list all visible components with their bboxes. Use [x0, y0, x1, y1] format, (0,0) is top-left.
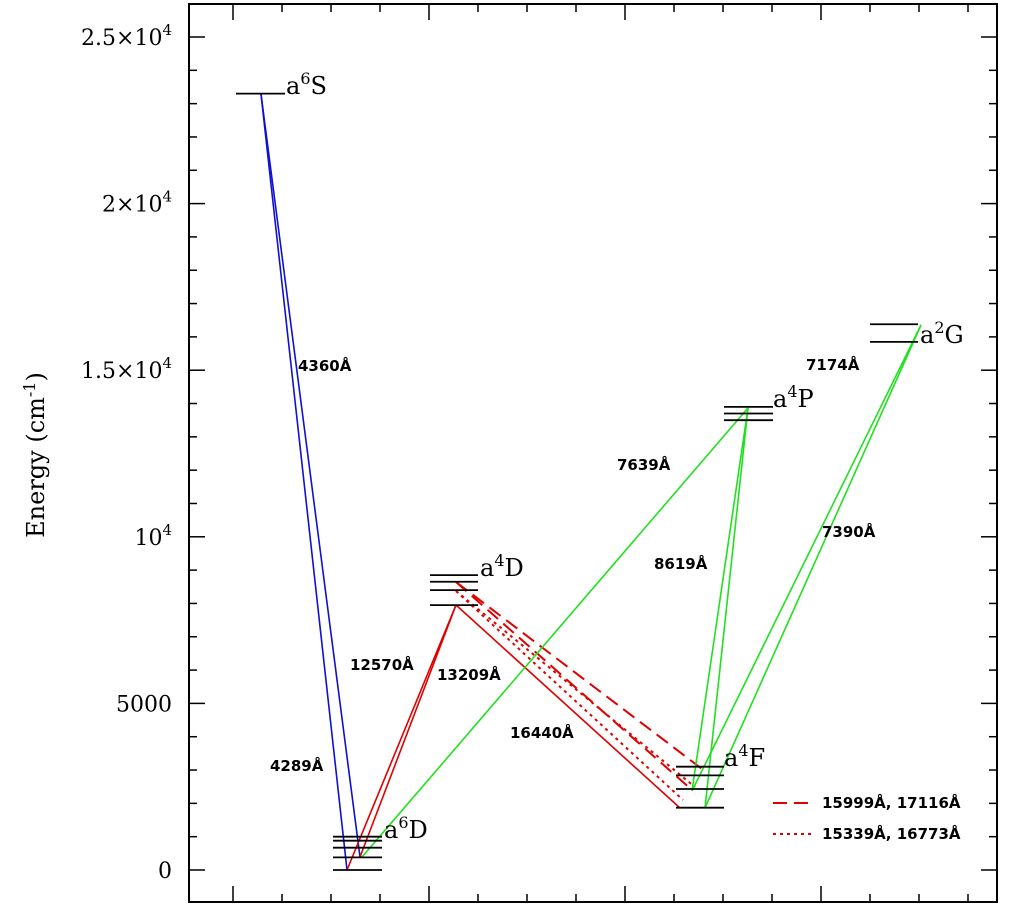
level-label-a4D: a4D	[480, 551, 524, 582]
y-axis-label-main: Energy (cm	[22, 397, 50, 538]
legend: 15999Å, 17116Å 15339Å, 16773Å	[773, 793, 961, 843]
y-tick-label-exp: 4	[162, 521, 172, 539]
transition-16773	[455, 590, 684, 801]
wl-label-16440: 16440Å	[510, 723, 574, 742]
y-tick-label-base: 0	[158, 859, 172, 884]
plot-frame	[188, 3, 998, 903]
transition-4289	[260, 93, 361, 858]
level-label-a6D: a6D	[384, 813, 428, 844]
transition-17116	[455, 581, 693, 791]
transition-13209	[359, 604, 457, 858]
transition-lines	[260, 93, 922, 871]
level-labels: a6S a6D a4D a4F a4P a2G	[286, 69, 964, 844]
y-tick-label: 2.5×104	[81, 21, 172, 51]
transition-15999	[455, 581, 707, 773]
wl-label-4289: 4289Å	[270, 756, 324, 775]
y-tick-label-base: 10	[134, 526, 162, 551]
transition-8619	[691, 407, 749, 792]
transition-7639	[361, 407, 749, 858]
wl-label-4360: 4360Å	[298, 356, 352, 375]
energy-levels	[236, 92, 918, 871]
transition-16440	[455, 604, 681, 809]
y-tick-label: 1.5×104	[81, 354, 172, 384]
transition-7174	[691, 324, 922, 792]
y-tick-label-exp: 4	[162, 188, 172, 206]
y-axis-label-close: )	[22, 372, 50, 381]
transition-8619b	[704, 407, 749, 809]
y-tick-label-base: 2×10	[102, 193, 162, 218]
transition-4360	[260, 93, 348, 871]
transition-12570	[346, 604, 457, 871]
wl-label-13209: 13209Å	[437, 665, 501, 684]
wl-label-12570: 12570Å	[350, 655, 414, 674]
transition-15339	[455, 590, 696, 788]
wl-label-8619: 8619Å	[654, 554, 708, 573]
y-tick-label-base: 2.5×10	[81, 26, 162, 51]
level-label-a4P: a4P	[773, 382, 814, 413]
y-tick-label-exp: 4	[162, 354, 172, 372]
x-axis-ticks	[232, 4, 969, 902]
transition-7390	[704, 324, 922, 809]
y-tick-label-base: 5000	[116, 692, 172, 717]
wl-label-7390: 7390Å	[822, 522, 876, 541]
y-axis-label: Energy (cm-1)	[20, 372, 50, 538]
level-label-a4F: a4F	[724, 741, 765, 772]
y-tick-label: 2×104	[102, 188, 172, 218]
wl-label-7174: 7174Å	[806, 355, 860, 374]
y-tick-label-exp: 4	[162, 21, 172, 39]
legend-dashed-label: 15999Å, 17116Å	[822, 793, 961, 812]
wl-label-7639: 7639Å	[617, 455, 671, 474]
level-label-a2G: a2G	[920, 318, 964, 349]
wavelength-labels: 4360Å 4289Å 12570Å 13209Å 16440Å 7639Å 8…	[270, 355, 876, 775]
y-axis-label-sup: -1	[20, 382, 39, 398]
legend-dotted-label: 15339Å, 16773Å	[822, 824, 961, 843]
y-tick-label: 104	[134, 521, 172, 551]
y-tick-label: 5000	[116, 692, 172, 717]
y-tick-label-base: 1.5×10	[81, 359, 162, 384]
y-tick-label: 0	[158, 859, 172, 884]
level-label-a6S: a6S	[286, 69, 327, 100]
